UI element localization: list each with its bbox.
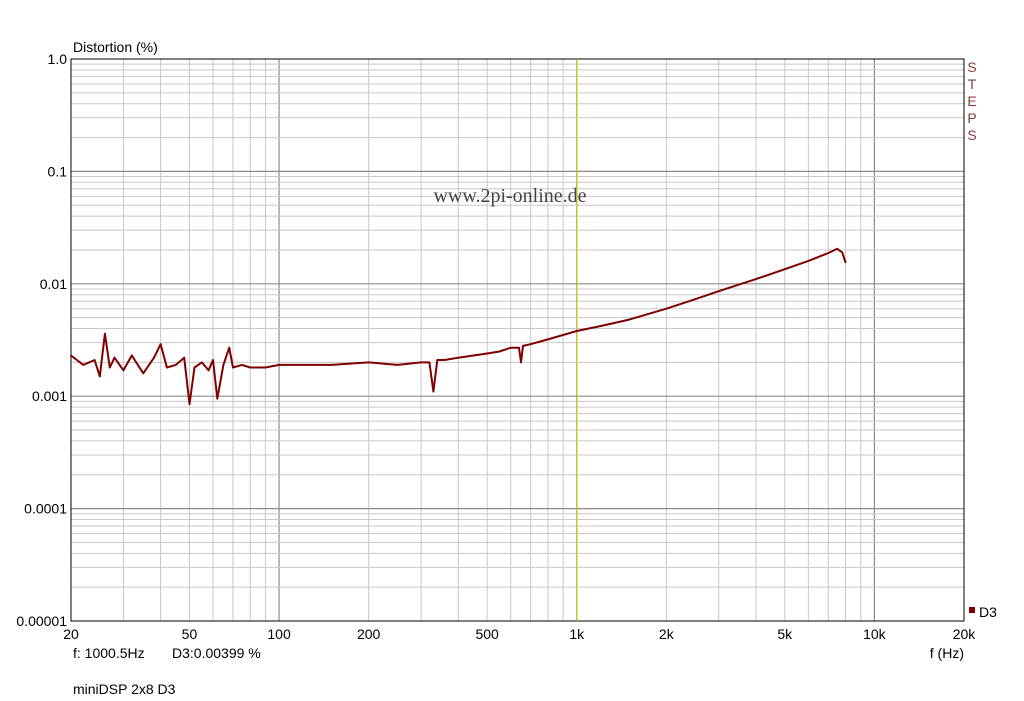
axes: 0.00001 0.0001 0.001 0.01 0.1 1.0 20 50 100 200 50… [16,51,976,642]
data-point [717,290,720,293]
cursor-frequency-readout: f: 1000.5Hz [73,645,145,661]
legend-label-d3: D3 [979,604,997,620]
data-point [367,361,370,364]
data-point [486,352,489,355]
data-point [183,356,186,359]
data-point [122,369,125,372]
x-axis-label: f (Hz) [930,645,964,661]
data-point [222,363,225,366]
data-point [562,334,565,336]
data-point [420,361,422,364]
data-point [432,390,435,393]
grid [71,59,964,621]
data-point [457,356,460,359]
y-tick-label: 0.001 [32,388,67,404]
data-point [104,332,106,335]
data-point [472,354,475,357]
x-tick-label: 5k [777,626,793,642]
data-point [330,363,333,366]
data-point [841,251,844,254]
legend-swatch-d3 [969,607,975,613]
data-point [207,369,210,372]
data-point [599,325,602,328]
data-point [212,359,214,361]
data-point [443,359,446,361]
steps-letter: E [967,93,976,109]
x-tick-label: 10k [863,626,887,642]
data-point [755,278,757,281]
data-point [130,354,133,357]
x-tick-label: 20k [953,626,977,642]
data-point [216,397,219,400]
data-point [188,403,191,406]
data-point [807,259,810,262]
data-point [509,346,512,349]
x-tick-label: 2k [659,626,675,642]
data-point [153,356,155,359]
data-point [783,268,786,271]
data-point [498,350,501,353]
series-layer [70,59,847,621]
data-point [174,363,177,366]
data-point [232,366,234,369]
data-point [844,261,847,264]
data-point [396,363,399,366]
data-point [193,366,196,369]
x-tick-label: 20 [63,626,79,642]
data-point [159,343,162,346]
data-point [278,363,280,366]
data-point [98,375,101,378]
data-point [240,363,243,366]
data-point [665,307,668,310]
data-point [520,361,522,364]
data-point [82,363,85,366]
data-point [166,366,168,369]
data-point [529,343,532,346]
plot-border [70,58,965,622]
cursor-value-readout: D3:0.00399 % [172,645,261,661]
chart-footer: miniDSP 2x8 D3 [73,681,176,697]
data-point [113,356,116,359]
data-point [264,366,267,369]
data-point [70,354,72,357]
x-tick-label: 50 [182,626,198,642]
y-axis-label: Distortion (%) [73,39,158,55]
x-tick-label: 1k [569,626,585,642]
data-point [436,359,439,361]
steps-letter: T [968,76,977,92]
y-tick-label: 0.1 [48,163,68,179]
data-point [827,252,830,254]
data-point [628,318,631,321]
data-point [428,361,431,364]
y-tick-label: 1.0 [48,51,68,67]
data-point [249,366,252,369]
steps-letter: S [967,59,976,75]
data-point [93,359,96,361]
x-tick-label: 200 [357,626,381,642]
data-point [108,366,111,369]
steps-letter: S [967,127,976,143]
data-point [200,361,203,364]
y-tick-label: 0.00001 [16,613,67,629]
data-point [694,298,697,301]
data-point [522,345,524,347]
plot-area [71,59,964,621]
data-point [301,363,304,366]
steps-letter: P [967,110,976,126]
data-point [518,346,520,349]
x-tick-label: 500 [475,626,499,642]
watermark: www.2pi-online.de [433,185,586,207]
data-point [836,247,839,250]
y-tick-label: 0.01 [40,276,67,292]
x-tick-label: 100 [267,626,291,642]
data-point [546,338,549,341]
y-tick-label: 0.0001 [24,501,67,517]
data-point [575,330,578,332]
data-point [142,372,145,375]
data-point [228,346,231,349]
